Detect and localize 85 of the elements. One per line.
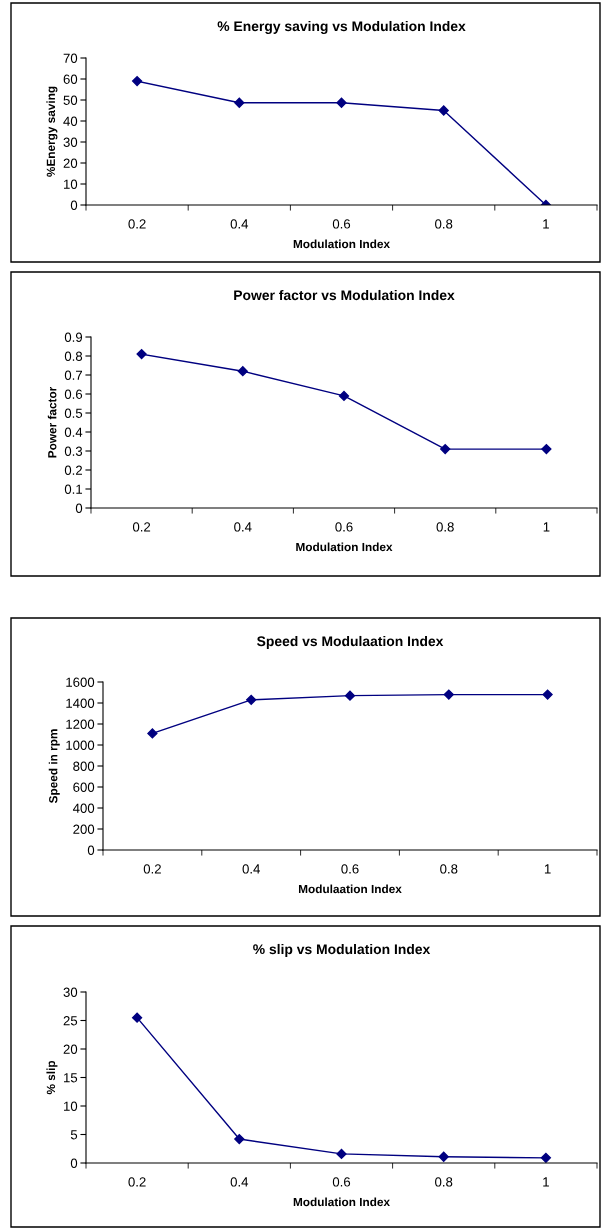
- y-tick-label: 10: [64, 179, 78, 189]
- x-tick-label: 0.8: [436, 522, 454, 532]
- x-tick-label: 0.2: [128, 219, 146, 229]
- x-tick-label: 1: [544, 864, 551, 874]
- y-axis-title: %Energy saving: [46, 86, 58, 177]
- x-axis-title: Modulation Index: [296, 542, 393, 552]
- x-axis-title: Modulation Index: [293, 1197, 390, 1207]
- x-tick-label: 0.8: [435, 1177, 453, 1187]
- point: [336, 1148, 347, 1159]
- y-tick-label: 0: [70, 1158, 78, 1168]
- x-tick-label: 0.2: [128, 1177, 146, 1187]
- point: [234, 97, 245, 108]
- y-tick-label: 20: [63, 1044, 78, 1054]
- point: [131, 1012, 143, 1023]
- y-tick-label: 0.4: [64, 427, 83, 437]
- chart-title: Speed vs Modulaation Index: [257, 635, 444, 649]
- point: [237, 366, 248, 377]
- chart-title: % slip vs Modulation Index: [253, 943, 431, 957]
- x-tick-label: 0.2: [132, 522, 151, 532]
- x-tick-label: 0.6: [332, 1177, 351, 1187]
- point: [136, 348, 147, 360]
- y-tick-label: 0.6: [64, 389, 83, 399]
- y-tick-label: 0.7: [64, 370, 83, 380]
- y-tick-label: 1000: [66, 740, 95, 750]
- y-tick-label: 0: [75, 503, 83, 513]
- x-tick-label: 0.8: [440, 864, 458, 874]
- point: [438, 1151, 449, 1162]
- point: [147, 728, 158, 739]
- x-tick-label: 1: [543, 219, 549, 229]
- y-tick-label: 0.8: [64, 351, 83, 361]
- y-tick-label: 1200: [66, 719, 95, 729]
- y-tick-label: 0: [87, 845, 95, 855]
- y-axis-title: Power factor: [47, 386, 57, 458]
- point: [540, 1152, 552, 1163]
- y-tick-label: 10: [64, 1101, 78, 1111]
- y-tick-label: 200: [73, 824, 95, 834]
- y-tick-label: 0.9: [64, 332, 83, 342]
- x-axis-title: Modulation Index: [293, 239, 390, 249]
- chart-title: % Energy saving vs Modulation Index: [217, 20, 466, 34]
- x-tick-label: 0.6: [335, 522, 353, 532]
- point: [246, 694, 257, 705]
- point: [338, 390, 350, 402]
- point: [438, 105, 449, 116]
- x-tick-label: 1: [543, 522, 550, 532]
- x-tick-label: 0.4: [230, 1177, 249, 1187]
- y-tick-label: 400: [72, 803, 95, 813]
- y-tick-label: 40: [63, 116, 78, 126]
- y-tick-label: 0.3: [64, 446, 83, 456]
- x-tick-label: 0.2: [143, 864, 161, 874]
- y-tick-label: 15: [64, 1073, 78, 1083]
- x-tick-label: 0.8: [435, 219, 453, 229]
- y-tick-label: 25: [63, 1016, 78, 1026]
- y-tick-label: 1600: [66, 677, 95, 687]
- y-tick-label: 30: [63, 987, 78, 997]
- point: [336, 97, 347, 108]
- point: [541, 443, 552, 455]
- y-tick-label: 30: [63, 137, 78, 147]
- y-tick-label: 0: [70, 200, 78, 210]
- x-tick-label: 0.6: [341, 864, 359, 874]
- x-tick-label: 0.6: [332, 219, 351, 229]
- x-axis-title: Modulaation Index: [298, 884, 402, 894]
- y-axis-title: Speed in rpm: [48, 729, 60, 804]
- point: [344, 690, 356, 701]
- y-tick-label: 0.2: [64, 465, 83, 475]
- point: [440, 443, 451, 455]
- x-tick-label: 0.4: [234, 522, 252, 532]
- y-tick-label: 70: [63, 53, 78, 63]
- x-tick-label: 1: [543, 1177, 549, 1187]
- chart-title: Power factor vs Modulation Index: [234, 289, 455, 301]
- y-tick-label: 0.1: [64, 484, 83, 494]
- point: [131, 75, 143, 87]
- x-tick-label: 0.4: [242, 864, 260, 874]
- y-tick-label: 20: [63, 158, 78, 168]
- y-tick-label: 60: [63, 74, 78, 84]
- point: [443, 689, 454, 700]
- point: [234, 1133, 245, 1145]
- point: [542, 689, 553, 700]
- y-tick-label: 50: [63, 95, 78, 105]
- y-tick-label: 0.5: [64, 408, 83, 418]
- y-axis-title: % slip: [46, 1060, 58, 1095]
- x-tick-label: 0.4: [230, 219, 249, 229]
- y-tick-label: 800: [73, 761, 95, 771]
- y-tick-label: 5: [70, 1130, 78, 1140]
- y-tick-label: 600: [73, 782, 95, 792]
- y-tick-label: 1400: [66, 698, 95, 708]
